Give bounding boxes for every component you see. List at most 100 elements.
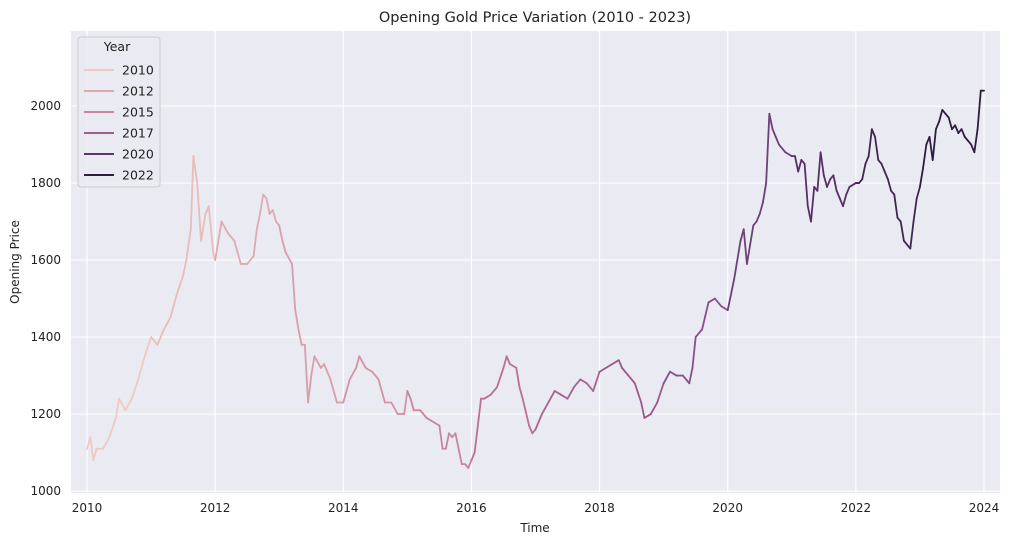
y-tick-label: 2000 [30, 99, 61, 113]
series-segment [931, 128, 937, 161]
legend-box [77, 36, 161, 188]
plot-background [71, 31, 1000, 493]
series-segment [794, 155, 800, 173]
series-segment [688, 366, 694, 385]
legend: Year 2010 2012 2015 2017 2020 2022 [77, 36, 161, 188]
series-segment [227, 232, 236, 242]
gridlines [71, 31, 1000, 493]
series-segment [662, 370, 671, 385]
series-segment [454, 432, 460, 450]
series-segment [778, 143, 787, 154]
series-segment [162, 316, 172, 331]
series-segment [573, 378, 582, 389]
series-segment [505, 355, 511, 365]
series-segment [848, 182, 857, 188]
series-segment [291, 263, 297, 312]
series-segment [909, 220, 915, 250]
series-segment [323, 363, 332, 381]
series-segment [329, 378, 338, 404]
series-segment [919, 166, 925, 188]
series-segment [252, 228, 258, 258]
legend-label: 2010 [122, 63, 154, 78]
series-segment [691, 336, 697, 369]
x-tick-label: 2022 [841, 501, 872, 515]
series-segment [947, 116, 953, 131]
series-segment [259, 193, 265, 215]
series-segment [560, 393, 569, 400]
series-segment [108, 417, 117, 439]
series-segment [89, 436, 95, 462]
series-segment [835, 189, 841, 200]
series-segment [765, 112, 771, 184]
series-segment [118, 397, 127, 412]
series-segment [294, 309, 300, 331]
y-tick-label: 1200 [30, 407, 61, 421]
series-segment [214, 220, 223, 261]
series-segment [175, 274, 185, 296]
x-tick-label: 2014 [328, 501, 359, 515]
series-segment [348, 366, 358, 381]
series-segment [406, 390, 412, 400]
series-segment [553, 390, 563, 396]
series-segment [496, 366, 505, 389]
series-segment [870, 128, 876, 138]
series-segment [220, 220, 229, 235]
series-segment [816, 151, 822, 192]
series-segment [864, 155, 870, 165]
series-segment [755, 212, 761, 223]
series-segment [470, 451, 476, 462]
series-segment [694, 328, 703, 338]
series-segment [419, 409, 428, 419]
series-segment [707, 297, 716, 304]
series-segment [585, 382, 595, 392]
y-axis-label: Opening Price [8, 220, 22, 304]
series-segment [364, 366, 374, 373]
series-segment [150, 336, 159, 346]
series-segment [771, 128, 777, 138]
series-segment [541, 401, 550, 415]
series-segment [476, 397, 482, 427]
legend-label: 2022 [122, 168, 154, 183]
series-segment [409, 397, 415, 412]
series-segment [508, 363, 518, 369]
series-segment [246, 255, 255, 265]
x-tick-label: 2016 [456, 501, 487, 515]
chart-title: Opening Gold Price Variation (2010 - 202… [379, 10, 691, 26]
y-tick-label: 1600 [30, 253, 61, 267]
series-segment [371, 370, 380, 381]
series-segment [438, 424, 444, 450]
series-segment [633, 382, 643, 404]
series-segment [92, 447, 98, 462]
series-segment [874, 135, 880, 161]
series-segment [473, 424, 479, 454]
series-segment [883, 170, 889, 181]
series-segment [207, 205, 215, 254]
legend-label: 2020 [122, 147, 154, 162]
series-segment [579, 378, 588, 385]
x-tick-label: 2012 [200, 501, 231, 515]
series-segment [278, 224, 284, 242]
series-segment [899, 220, 905, 242]
series-segment [826, 178, 832, 188]
series-segment [281, 239, 287, 254]
series-segment [185, 228, 192, 261]
series-segment [867, 128, 873, 158]
series-segment [143, 336, 152, 358]
series-segment [832, 174, 838, 192]
series-segment [893, 193, 899, 219]
series-segment [976, 89, 982, 131]
series-segment [355, 355, 361, 369]
legend-label: 2015 [122, 105, 154, 120]
series-segment [617, 359, 623, 369]
series-segment [935, 120, 941, 131]
series-segment [954, 124, 960, 134]
series-segment [169, 293, 178, 319]
series-segment [973, 128, 979, 154]
series-segment [403, 390, 409, 415]
legend-label: 2012 [122, 84, 154, 99]
series-segment [390, 401, 399, 415]
series-segment [425, 417, 434, 423]
series-segment [489, 386, 498, 396]
x-tick-label: 2010 [72, 501, 103, 515]
series-segment [483, 393, 492, 400]
